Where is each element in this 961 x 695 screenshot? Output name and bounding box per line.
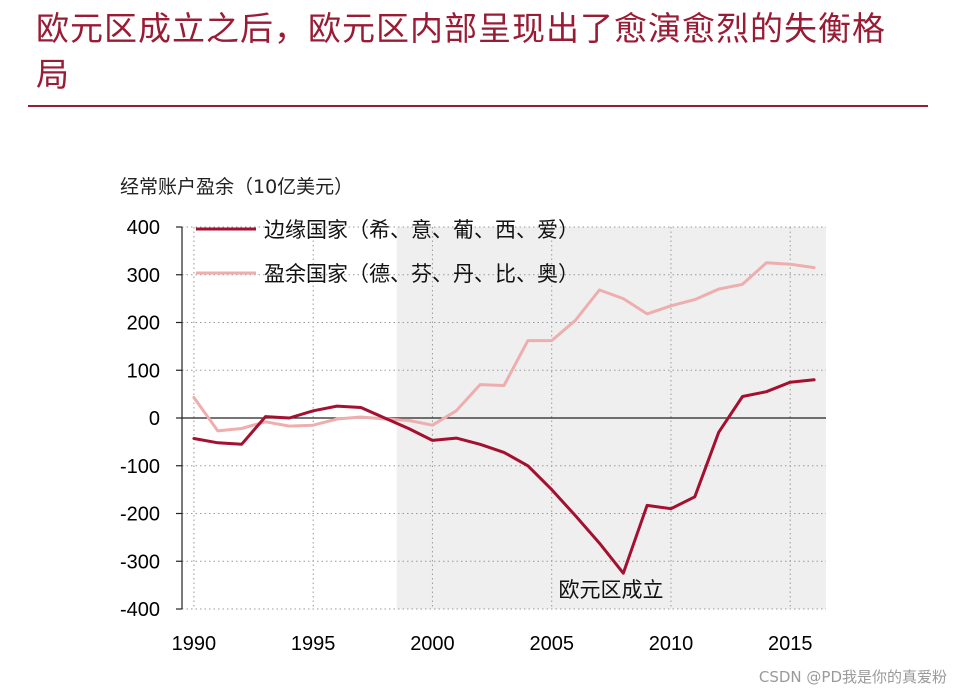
y-tick-label: -100	[120, 456, 160, 478]
x-tick-label: 2000	[410, 633, 455, 655]
watermark: CSDN @PD我是你的真爱粉	[758, 668, 947, 686]
y-tick-label: 0	[149, 408, 160, 430]
y-tick-label: 300	[127, 265, 160, 287]
slide-title: 欧元区成立之后，欧元区内部呈现出了愈演愈烈的失衡格局	[36, 9, 886, 94]
y-axis-unit-label: 经常账户盈余（10亿美元）	[120, 176, 353, 198]
x-tick-label: 2010	[649, 633, 694, 655]
y-tick-label: -400	[120, 599, 160, 621]
legend-label-1: 盈余国家（德、芬、丹、比、奥）	[264, 262, 579, 286]
x-tick-label: 1990	[172, 633, 217, 655]
series-lines	[192, 261, 816, 575]
y-tick-label: -300	[120, 551, 160, 573]
gridlines	[182, 226, 826, 610]
tick-labels: 400 300 200 100 0 -100 -200 -300 -400 1990 1995 200…	[120, 217, 813, 655]
annotation-eurozone-founded: 欧元区成立	[559, 578, 664, 602]
y-tick-label: 400	[127, 217, 160, 239]
x-tick-label: 2015	[768, 633, 813, 655]
series-line-0	[192, 378, 816, 575]
series-line-1	[192, 261, 816, 433]
legend-label-0: 边缘国家（希、意、葡、西、爱）	[264, 218, 579, 242]
y-tick-label: 200	[127, 313, 160, 335]
x-tick-label: 1995	[291, 633, 336, 655]
y-tick-label: 100	[127, 360, 160, 382]
legend: 边缘国家（希、意、葡、西、爱） 盈余国家（德、芬、丹、比、奥）	[196, 218, 579, 286]
y-tick-label: -200	[120, 504, 160, 526]
title-rule	[28, 105, 928, 107]
x-tick-label: 2005	[529, 633, 574, 655]
